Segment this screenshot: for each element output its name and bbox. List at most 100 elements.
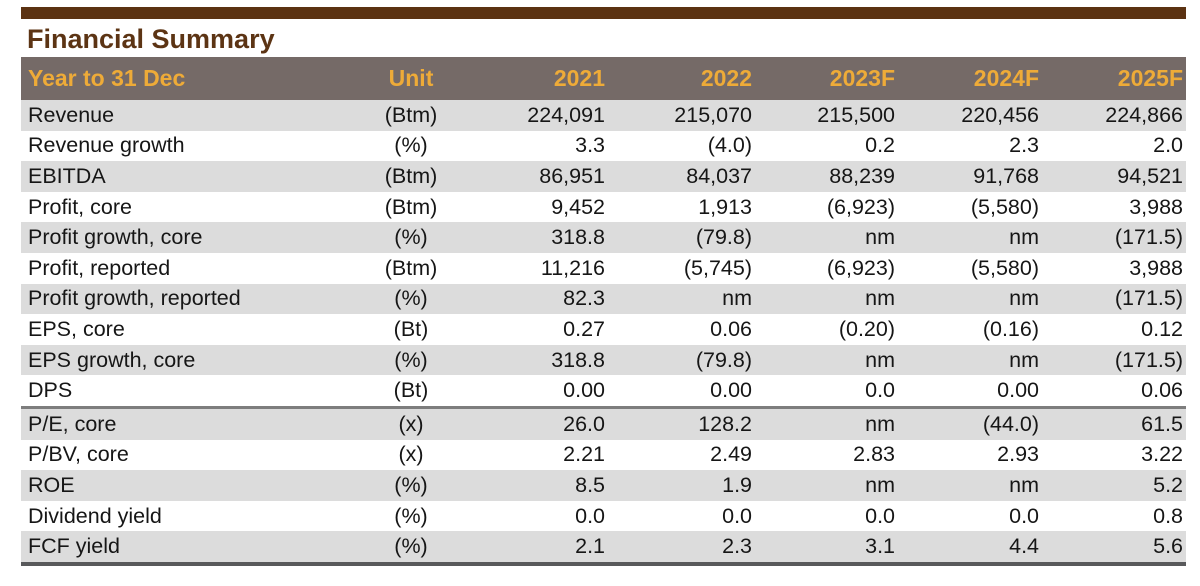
cell-value: 0.2 — [865, 133, 895, 158]
cell-value: 0.0 — [865, 378, 895, 403]
cell-value: 4.4 — [1009, 534, 1039, 559]
row-unit: (Btm) — [384, 194, 438, 219]
cell-value: 2.0 — [1153, 133, 1183, 158]
cell-value: nm — [1009, 286, 1039, 311]
cell-value: 215,500 — [817, 102, 895, 127]
cell-value: 1,913 — [698, 194, 752, 219]
cell-value: 82.3 — [563, 286, 605, 311]
row-unit: (Btm) — [384, 163, 438, 188]
row-label: P/E, core — [21, 405, 361, 440]
financial-summary-table: Year to 31 Dec Unit 2021 2022 2023F 2024… — [21, 57, 1186, 566]
cell-value: 224,091 — [527, 102, 605, 127]
table-row: DPS (Bt) 0.00 0.00 0.0 0.00 0.06 — [21, 375, 1186, 408]
column-header-2025f: 2025F — [1042, 57, 1186, 100]
cell-value: 88,239 — [829, 163, 895, 188]
row-unit: (%) — [394, 286, 428, 311]
row-unit: (%) — [394, 534, 428, 559]
row-label: EBITDA — [28, 163, 106, 188]
row-unit: (x) — [361, 405, 461, 440]
column-header-2024f: 2024F — [898, 57, 1042, 100]
row-label: Profit growth, core — [28, 225, 203, 250]
table-row: Dividend yield (%) 0.0 0.0 0.0 0.0 0.8 — [21, 500, 1186, 532]
cell-value: 2.3 — [722, 534, 752, 559]
row-label: Profit, reported — [28, 255, 171, 280]
cell-value: 2.93 — [997, 442, 1039, 467]
cell-value: nm — [865, 347, 895, 372]
financial-summary-report: Financial Summary Year to 31 Dec Unit 20… — [21, 7, 1186, 566]
cell-value: 128.2 — [608, 405, 755, 440]
column-header-2021: 2021 — [461, 57, 608, 100]
cell-value: 11,216 — [540, 255, 605, 280]
cell-value: 2.1 — [575, 534, 605, 559]
row-unit: (Bt) — [393, 316, 429, 341]
cell-value: 0.0 — [1009, 503, 1039, 528]
table-row: ROE (%) 8.5 1.9 nm nm 5.2 — [21, 470, 1186, 501]
row-unit: (Bt) — [393, 378, 429, 403]
cell-value: 2.3 — [1009, 133, 1039, 158]
cell-value: 0.00 — [997, 378, 1039, 403]
row-unit: (x) — [398, 442, 424, 467]
cell-value: 2.49 — [710, 442, 752, 467]
cell-value: nm — [865, 286, 895, 311]
table-header-row: Year to 31 Dec Unit 2021 2022 2023F 2024… — [21, 57, 1186, 100]
cell-value: 8.5 — [575, 472, 605, 497]
page-title: Financial Summary — [27, 24, 275, 54]
row-label: ROE — [28, 472, 75, 497]
table-row: FCF yield (%) 2.1 2.3 3.1 4.4 5.6 — [21, 531, 1186, 564]
table-row: Profit growth, core (%) 318.8 (79.8) nm nm (17… — [21, 222, 1186, 253]
cell-value: (5,580) — [970, 194, 1039, 219]
table-body: Revenue (Btm) 224,091 215,070 215,500 220,456… — [21, 100, 1186, 564]
cell-value: (171.5) — [1114, 286, 1183, 311]
column-header-unit: Unit — [361, 57, 461, 100]
cell-value: nm — [1009, 472, 1039, 497]
row-unit: (%) — [394, 503, 428, 528]
cell-value: 215,070 — [674, 102, 752, 127]
table-row: Revenue growth (%) 3.3 (4.0) 0.2 2.3 2.0 — [21, 130, 1186, 162]
row-unit: (%) — [394, 347, 428, 372]
cell-value: 86,951 — [539, 163, 605, 188]
cell-value: 2.83 — [853, 442, 895, 467]
cell-value: (171.5) — [1114, 347, 1183, 372]
table-row: EPS, core (Bt) 0.27 0.06 (0.20) (0.16) 0.12 — [21, 314, 1186, 345]
cell-value: 0.06 — [1141, 378, 1183, 403]
row-label: Profit, core — [28, 194, 132, 219]
cell-value: nm — [1009, 225, 1039, 250]
cell-value: 5.2 — [1153, 472, 1183, 497]
column-header-2023f: 2023F — [755, 57, 898, 100]
table-row: Profit, core (Btm) 9,452 1,913 (6,923) (5,580… — [21, 191, 1186, 223]
cell-value: 0.0 — [575, 503, 605, 528]
cell-value: (0.20) — [838, 316, 895, 341]
table-row: EBITDA (Btm) 86,951 84,037 88,239 91,768 94,52… — [21, 161, 1186, 192]
cell-value: (0.16) — [982, 316, 1039, 341]
table-row: P/BV, core (x) 2.21 2.49 2.83 2.93 3.22 — [21, 439, 1186, 471]
column-header-2022: 2022 — [608, 57, 755, 100]
cell-value: 94,521 — [1117, 163, 1183, 188]
row-label: P/BV, core — [28, 442, 129, 467]
cell-value: (5,580) — [970, 255, 1039, 280]
row-unit: (Btm) — [384, 102, 438, 127]
table-row: Revenue (Btm) 224,091 215,070 215,500 220,456… — [21, 100, 1186, 131]
row-label: EPS, core — [28, 316, 125, 341]
table-row: Profit growth, reported (%) 82.3 nm nm nm (171… — [21, 283, 1186, 315]
cell-value: (44.0) — [898, 405, 1042, 440]
row-label: DPS — [28, 378, 73, 403]
cell-value: 0.00 — [710, 378, 752, 403]
row-label: Revenue growth — [28, 133, 185, 158]
cell-value: 0.0 — [722, 503, 752, 528]
row-label: Profit growth, reported — [28, 286, 241, 311]
cell-value: 3,988 — [1129, 255, 1183, 280]
cell-value: (79.8) — [695, 347, 752, 372]
table-row: P/E, core (x) 26.0 128.2 nm (44.0) 61.5 — [21, 405, 1186, 440]
cell-value: nm — [1009, 347, 1039, 372]
row-unit: (%) — [394, 472, 428, 497]
table-row: EPS growth, core (%) 318.8 (79.8) nm nm (171.5… — [21, 344, 1186, 376]
row-label: EPS growth, core — [28, 347, 196, 372]
cell-value: (5,745) — [683, 255, 752, 280]
cell-value: 1.9 — [722, 472, 752, 497]
cell-value: 0.00 — [563, 378, 605, 403]
cell-value: 0.27 — [563, 316, 605, 341]
row-label: Revenue — [28, 102, 115, 127]
row-label: FCF yield — [28, 534, 120, 559]
cell-value: 0.0 — [865, 503, 895, 528]
